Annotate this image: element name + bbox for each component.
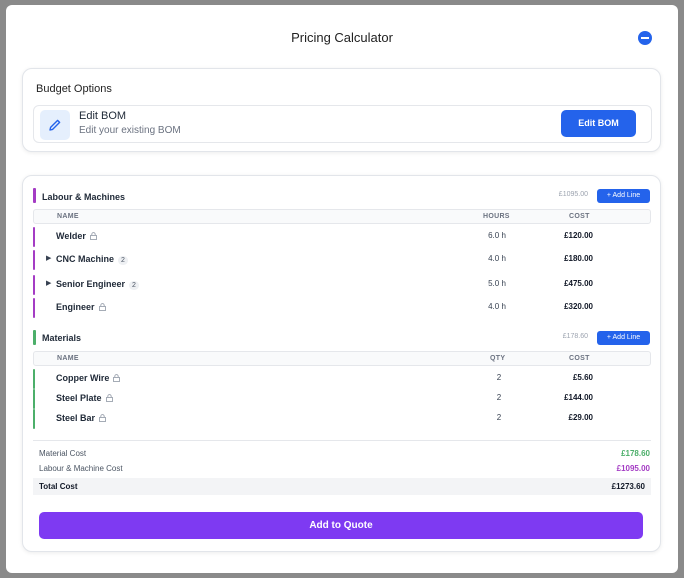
materials-row-bar xyxy=(33,389,35,409)
lock-icon xyxy=(99,414,106,423)
materials-section-total: £178.60 xyxy=(562,333,588,340)
materials-header-name: NAME xyxy=(57,355,79,362)
labour-row-cost: £120.00 xyxy=(564,231,593,240)
labour-row-hours: 4.0 h xyxy=(488,254,506,263)
total-cost-value: £1273.60 xyxy=(611,482,645,491)
labour-row-cost: £320.00 xyxy=(564,302,593,311)
lock-icon xyxy=(89,232,97,241)
count-badge: 2 xyxy=(129,281,139,290)
labour-section-bar xyxy=(33,188,36,203)
materials-row-qty: 2 xyxy=(496,373,502,382)
materials-row-name: Steel Plate xyxy=(56,393,102,403)
pencil-icon xyxy=(40,110,70,140)
materials-header-qty: QTY xyxy=(490,355,506,362)
materials-row-cost: £29.00 xyxy=(568,413,593,422)
labour-row[interactable]: ▶ Senior Engineer 2 5.0 h £475.00 xyxy=(33,275,651,295)
labour-row-bar xyxy=(33,275,35,295)
expand-caret-icon[interactable]: ▶ xyxy=(46,255,52,262)
labour-row-name: Engineer xyxy=(56,302,95,312)
labour-row-name: Senior Engineer xyxy=(56,279,126,289)
labour-section-title: Labour & Machines xyxy=(42,192,126,202)
materials-row-bar xyxy=(33,409,35,429)
labour-row-name: Welder xyxy=(56,231,86,241)
materials-row-cost: £144.00 xyxy=(564,393,593,402)
pricing-calculator-modal: Pricing Calculator Budget Options Edit B… xyxy=(6,5,678,573)
lock-icon xyxy=(98,303,106,312)
materials-row-cost: £5.60 xyxy=(572,373,593,382)
lock-icon xyxy=(113,374,121,383)
labour-row-hours: 5.0 h xyxy=(488,279,506,288)
materials-row-name: Copper Wire xyxy=(56,373,110,383)
materials-row[interactable]: Steel Plate 2 £144.00 xyxy=(33,389,651,409)
materials-add-line-button[interactable]: + Add Line xyxy=(597,331,650,345)
labour-row-bar xyxy=(33,298,35,318)
materials-row-name: Steel Bar xyxy=(56,413,96,423)
materials-row-qty: 2 xyxy=(496,393,502,402)
materials-row[interactable]: Copper Wire 2 £5.60 xyxy=(33,369,651,389)
labour-header-name: NAME xyxy=(57,213,79,220)
labour-row-bar xyxy=(33,227,35,247)
labour-row-cost: £180.00 xyxy=(564,254,593,263)
edit-bom-option: Edit BOM Edit your existing BOM Edit BOM xyxy=(33,105,652,143)
lock-icon xyxy=(105,394,113,403)
add-to-quote-button[interactable]: Add to Quote xyxy=(39,512,643,539)
minimize-icon[interactable] xyxy=(638,31,652,45)
materials-row-qty: 2 xyxy=(496,413,502,422)
edit-bom-button[interactable]: Edit BOM xyxy=(561,110,636,137)
expand-caret-icon[interactable]: ▶ xyxy=(46,280,52,287)
labour-table-header: NAME HOURS COST xyxy=(33,209,651,224)
bom-name: Edit BOM xyxy=(79,110,127,122)
summary-divider xyxy=(33,440,651,441)
calculator-card: Labour & Machines £1095.00 + Add Line NA… xyxy=(22,175,661,552)
materials-section-bar xyxy=(33,330,36,345)
materials-header-cost: COST xyxy=(569,355,590,362)
materials-section-title: Materials xyxy=(42,333,82,343)
materials-row[interactable]: Steel Bar 2 £29.00 xyxy=(33,409,651,429)
labour-row[interactable]: Welder 6.0 h £120.00 xyxy=(33,227,651,247)
labour-cost-value: £1095.00 xyxy=(616,464,650,473)
labour-row-hours: 4.0 h xyxy=(488,302,506,311)
budget-options-title: Budget Options xyxy=(36,83,112,95)
modal-title: Pricing Calculator xyxy=(291,30,393,45)
labour-row-name: CNC Machine xyxy=(56,254,115,264)
total-cost-label: Total Cost xyxy=(39,482,78,491)
labour-row[interactable]: ▶ CNC Machine 2 4.0 h £180.00 xyxy=(33,250,651,270)
labour-row-cost: £475.00 xyxy=(564,279,593,288)
total-cost-row: Total Cost £1273.60 xyxy=(33,478,651,495)
labour-row[interactable]: Engineer 4.0 h £320.00 xyxy=(33,298,651,318)
labour-row-hours: 6.0 h xyxy=(488,231,506,240)
labour-row-bar xyxy=(33,250,35,270)
labour-cost-label: Labour & Machine Cost xyxy=(39,464,123,473)
bom-description: Edit your existing BOM xyxy=(79,125,181,136)
material-cost-value: £178.60 xyxy=(621,449,650,458)
budget-options-card: Budget Options Edit BOM Edit your existi… xyxy=(22,68,661,152)
labour-add-line-button[interactable]: + Add Line xyxy=(597,189,650,203)
material-cost-label: Material Cost xyxy=(39,449,87,458)
labour-header-hours: HOURS xyxy=(483,213,510,220)
labour-section-total: £1095.00 xyxy=(558,191,588,198)
materials-row-bar xyxy=(33,369,35,389)
materials-table-header: NAME QTY COST xyxy=(33,351,651,366)
labour-header-cost: COST xyxy=(569,213,590,220)
count-badge: 2 xyxy=(118,256,128,265)
